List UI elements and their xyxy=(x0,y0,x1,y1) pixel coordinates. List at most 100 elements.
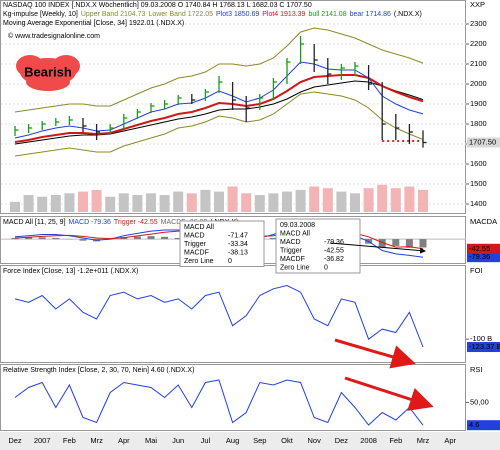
x-tick-label: 2007 xyxy=(34,436,51,445)
tooltip-text: -79.36 xyxy=(324,239,344,246)
histogram-bar xyxy=(405,239,413,248)
last-value-box xyxy=(467,420,500,431)
copyright: © www.tradesignalonline.com xyxy=(8,32,100,40)
arrow xyxy=(329,242,426,254)
panel-header: NASDAQ 100 INDEX [.NDX.X Wöchentlich] 09… xyxy=(3,2,312,9)
last-value-box xyxy=(467,252,500,263)
histogram-bar xyxy=(133,236,141,240)
volume-bar xyxy=(268,193,279,212)
tooltip-text: -71.47 xyxy=(228,232,248,239)
last-value-box xyxy=(467,243,500,254)
last-value-label: -123.37 B xyxy=(469,342,500,351)
histogram-bar xyxy=(79,239,87,241)
y-tick-label: 1800 xyxy=(470,119,487,128)
histogram-bar xyxy=(419,239,427,248)
cloud xyxy=(16,55,44,77)
x-tick-label: Dez xyxy=(8,436,22,445)
volume-bar xyxy=(146,193,156,212)
axis-name: RSI xyxy=(470,365,483,374)
histogram-bar xyxy=(161,236,169,240)
header-part: Plot4 1913.39 xyxy=(262,11,305,18)
volume-bar xyxy=(78,191,88,212)
x-tick-label: Mai xyxy=(145,436,157,445)
header-part: MACD All [11, 25, 9] xyxy=(3,219,66,226)
x-tick-label: Feb xyxy=(63,436,76,445)
tooltip-text: Zero Line xyxy=(184,258,214,265)
x-tick-label: Apr xyxy=(444,436,456,445)
tooltip-text: MACD xyxy=(280,239,301,246)
volume-bar xyxy=(118,193,129,212)
tooltip-text: MACDF xyxy=(184,249,209,256)
last-value-box xyxy=(467,137,500,148)
y-tick-label: 2200 xyxy=(470,39,487,48)
histogram-bar xyxy=(174,237,182,240)
axis-name: XXP xyxy=(470,0,485,9)
panel-header: Relative Strength Index [Close, 2, 30, 7… xyxy=(3,367,194,374)
volume-bar xyxy=(322,188,333,212)
volume-bar xyxy=(64,193,75,212)
bearish-cloud: Bearish xyxy=(16,55,80,91)
tooltip-text: MACD xyxy=(184,232,205,239)
histogram-bar xyxy=(378,239,386,248)
x-tick-label: Sep xyxy=(253,436,266,445)
volume-bar xyxy=(254,195,265,212)
volume-bar xyxy=(50,195,61,212)
volume-bar xyxy=(377,184,388,212)
header-part: Moving Average Exponential [Close, 34] 1… xyxy=(3,20,184,27)
tooltip xyxy=(179,220,265,267)
header-part: Relative Strength Index [Close, 2, 30, 7… xyxy=(3,367,194,374)
tooltip-text: Zero Line xyxy=(280,264,310,271)
tooltip-text: 0 xyxy=(228,258,232,265)
volume-bar xyxy=(10,201,20,212)
volume-bar xyxy=(309,186,320,212)
series-line xyxy=(14,27,424,113)
y-tick-label: 2300 xyxy=(470,19,487,28)
panel-header: Moving Average Exponential [Close, 34] 1… xyxy=(3,20,184,27)
volume-bar xyxy=(241,193,252,212)
arrow xyxy=(344,376,434,411)
tooltip-text: -38.13 xyxy=(228,249,248,256)
last-value-box xyxy=(467,342,500,353)
histogram-bar xyxy=(52,237,60,240)
x-tick-label: Dez xyxy=(335,436,349,445)
x-tick-label: Okt xyxy=(281,436,294,445)
header-part: NASDAQ 100 INDEX [.NDX.X Wöchentlich] 09… xyxy=(3,2,312,9)
x-tick-label: Nov xyxy=(308,436,322,445)
tooltip-text: -36.82 xyxy=(324,256,344,263)
x-tick-label: Aug xyxy=(226,436,239,445)
volume-bar xyxy=(363,188,374,212)
tooltip-text: Trigger xyxy=(184,241,207,248)
histogram-bar xyxy=(147,236,155,240)
axis-name: FOI xyxy=(470,266,483,275)
tooltip-text: MACD All xyxy=(280,230,310,237)
histogram-bar xyxy=(11,237,19,240)
last-value-label: 1707.50 xyxy=(469,137,496,146)
header-part: Force Index [Close, 13] -1.2e+011 (.NDX.… xyxy=(3,268,138,275)
tooltip-text: 09.03.2008 xyxy=(280,222,315,229)
tooltip-text: 0 xyxy=(324,264,328,271)
y-tick-label: 2000 xyxy=(470,79,487,88)
y-tick-label: 1400 xyxy=(470,199,487,208)
volume-bar xyxy=(350,193,360,212)
arrow xyxy=(334,338,416,369)
volume-bar xyxy=(173,191,184,212)
x-tick-label: Apr xyxy=(118,436,130,445)
tooltip-text: MACDF xyxy=(280,256,305,263)
x-tick-label: Mrz xyxy=(90,436,103,445)
header-part: MACD -79.36 xyxy=(69,219,112,226)
volume-bar xyxy=(159,195,170,212)
header-part: bear 1714.86 xyxy=(350,11,391,18)
histogram-bar xyxy=(38,237,46,240)
volume-bar xyxy=(186,193,197,212)
volume-bar xyxy=(132,195,143,212)
last-value-label: -79.36 xyxy=(469,252,490,261)
volume-bar xyxy=(418,189,428,212)
x-tick-label: 2008 xyxy=(360,436,377,445)
volume-bar xyxy=(390,188,401,212)
tooltip-text: -42.55 xyxy=(324,247,344,254)
force-panel xyxy=(0,265,466,363)
x-axis-band xyxy=(0,432,500,450)
volume-bar xyxy=(282,191,292,212)
x-tick-label: Jun xyxy=(172,436,184,445)
